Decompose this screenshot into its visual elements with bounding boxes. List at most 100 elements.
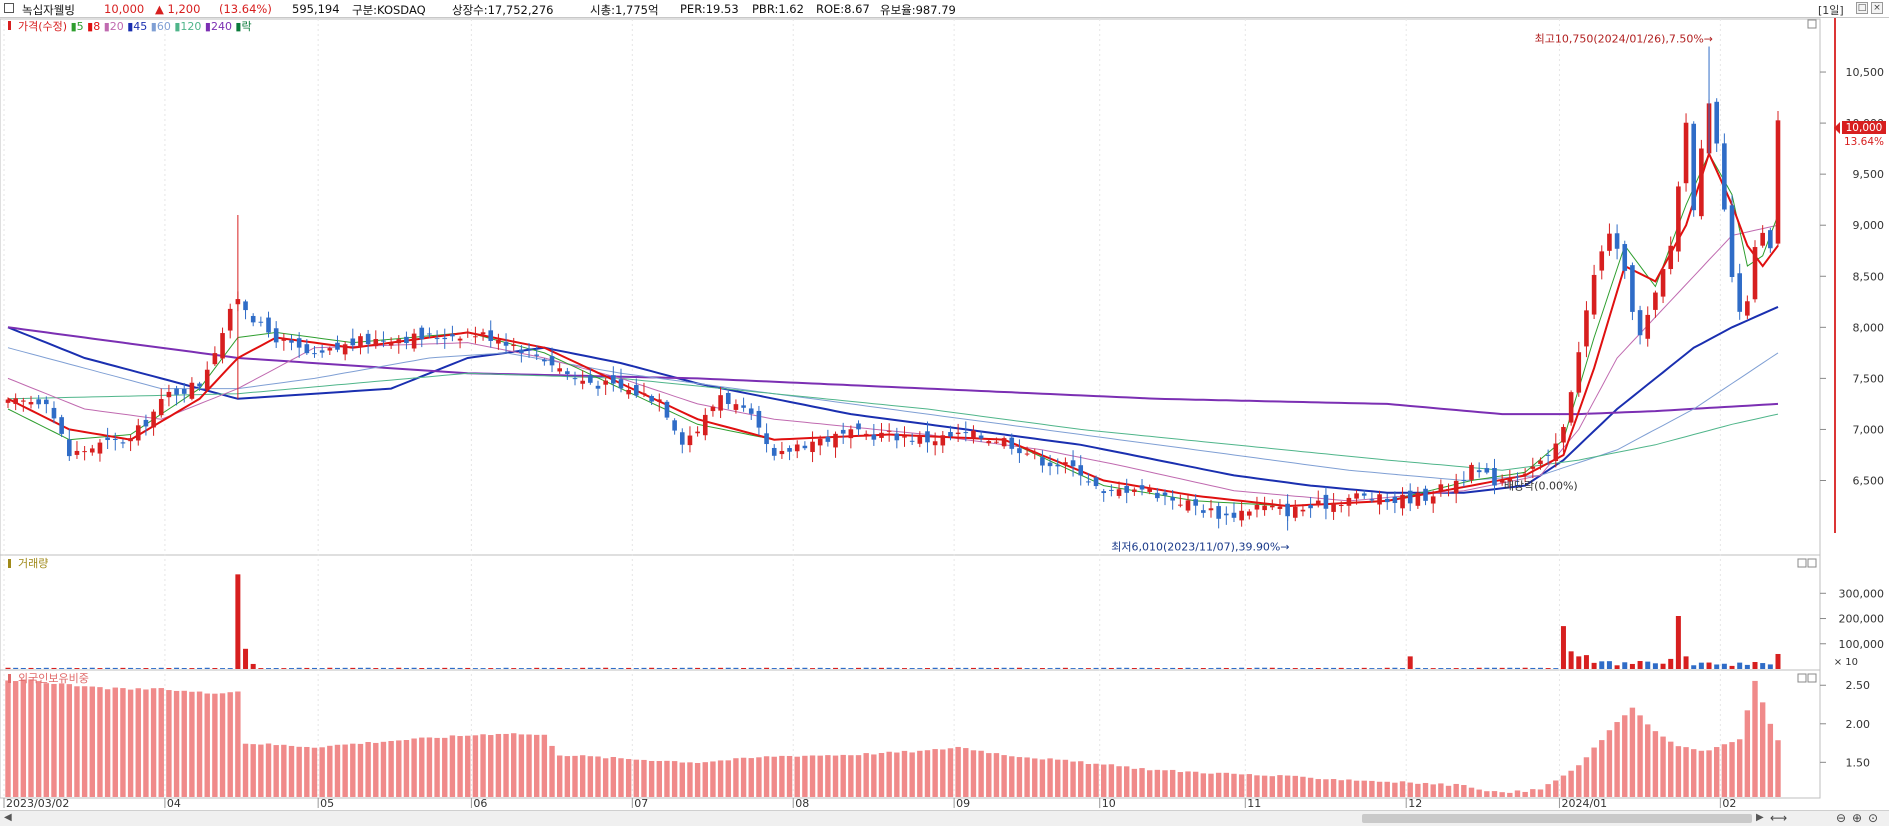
close-icon[interactable]: × (1871, 2, 1883, 14)
volume-bar (541, 667, 547, 669)
foreign-ratio-bar (1208, 773, 1214, 797)
panel-max-icon[interactable] (1807, 673, 1817, 683)
candle-body (120, 442, 126, 444)
foreign-ratio-bar (1009, 756, 1015, 797)
candle-body (1760, 232, 1765, 246)
scroll-left-icon[interactable]: ◀ (4, 812, 12, 823)
slider-icon[interactable]: ⟷ (1770, 811, 1788, 825)
horizontal-scrollbar[interactable]: ◀ ▶ ⟷ ⊖ ⊕ ⊙ (0, 810, 1889, 826)
legend-item: ▮240 (201, 20, 232, 33)
candle-body (557, 368, 562, 372)
zoom-out-icon[interactable]: ⊖ (1836, 811, 1847, 825)
foreign-ratio-bar (150, 688, 157, 797)
candle-body (189, 382, 195, 399)
volume-bar (1055, 667, 1061, 669)
foreign-ratio-bar (495, 733, 502, 797)
volume-bar (1162, 668, 1168, 669)
candle-body (840, 429, 846, 434)
candle-body (1660, 268, 1666, 297)
restore-icon[interactable]: □ (1856, 2, 1868, 14)
candle-body (1017, 448, 1022, 454)
candle-body (664, 401, 670, 418)
panel-max-icon[interactable] (1807, 19, 1817, 29)
volume-bar (1545, 668, 1551, 669)
foreign-ratio-bar (311, 747, 318, 797)
foreign-ratio-bar (840, 754, 846, 797)
select-checkbox[interactable] (4, 3, 14, 13)
zoom-in-icon[interactable]: ⊕ (1852, 811, 1863, 825)
foreign-ratio-bar (1284, 775, 1291, 797)
candle-body (978, 435, 984, 439)
candle-body (250, 315, 256, 323)
volume-bar (204, 667, 210, 669)
candle-body (626, 389, 631, 395)
foreign-ratio-bar (1522, 791, 1528, 797)
foreign-ratio-bar (534, 734, 540, 797)
foreign-ratio-bar (449, 735, 456, 797)
zoom-reset-icon[interactable]: ⊙ (1868, 811, 1879, 825)
candle-body (1262, 505, 1267, 511)
volume-bar (1223, 667, 1229, 669)
volume-bar (511, 668, 517, 669)
candle-body (1691, 123, 1697, 211)
volume-bar (947, 667, 953, 669)
candle-body (1009, 437, 1015, 449)
foreign-ratio-bar (1016, 757, 1023, 797)
volume-bar (1461, 668, 1467, 669)
roe-value: ROE:8.67 (816, 2, 870, 16)
foreign-ratio-bar (20, 679, 27, 797)
candle-body (1254, 504, 1260, 510)
price-change-pct: (13.64%) (219, 2, 272, 16)
period-selector[interactable]: [1일] (1818, 4, 1844, 17)
volume-bar (1300, 668, 1306, 669)
foreign-ratio-bar (878, 752, 885, 797)
candle-body (82, 451, 87, 453)
panel-min-icon[interactable] (1797, 673, 1807, 683)
foreign-ratio-bar (1392, 782, 1398, 797)
candle-body (1047, 462, 1053, 467)
legend-item: ▮45 (124, 20, 148, 33)
candle-body (289, 340, 294, 343)
candle-body (695, 431, 700, 434)
foreign-ratio-bar (1215, 772, 1222, 797)
panel-max-icon[interactable] (1807, 558, 1817, 568)
foreign-ratio-bar (1330, 779, 1337, 797)
foreign-ratio-bar (1085, 764, 1092, 797)
candle-body (197, 383, 202, 387)
volume-bar (66, 667, 72, 669)
volume-bar (1683, 656, 1689, 669)
foreign-ratio-bar (1246, 774, 1252, 797)
scroll-right-icon[interactable]: ▶ (1756, 812, 1764, 823)
scroll-thumb[interactable] (1362, 814, 1752, 823)
volume-bar (43, 667, 49, 669)
foreign-ratio-bar (434, 737, 440, 797)
stock-chart[interactable]: 10,500 10,000 9,500 9,000 8,500 8,000 7,500 7,0… (0, 18, 1889, 810)
candle-body (542, 359, 547, 362)
candle-body (1568, 392, 1574, 423)
foreign-ratio-bar (664, 760, 670, 797)
candle-body (656, 399, 662, 402)
candle-body (1093, 477, 1099, 487)
volume-bar (227, 668, 233, 669)
volume-bar (1254, 667, 1260, 669)
price-panel[interactable] (0, 18, 1821, 557)
volume-bar (365, 667, 371, 669)
volume-bars (5, 574, 1781, 669)
candle-body (1599, 251, 1605, 271)
volume-bar (526, 668, 532, 669)
volume-bar (1032, 667, 1038, 669)
volume-bar (1338, 667, 1344, 669)
foreign-ratio-bar (1736, 739, 1743, 797)
volume-bar (1522, 667, 1528, 669)
panel-min-icon[interactable] (1797, 558, 1807, 568)
volume-bar (1537, 667, 1543, 669)
volume-panel[interactable] (0, 554, 1821, 671)
current-pct-label: 13.64% (1844, 136, 1884, 148)
volume-bar (587, 667, 593, 669)
foreign-ratio-bar (5, 680, 11, 797)
candle-body (1101, 491, 1107, 494)
volume-bar (1185, 667, 1191, 669)
volume-bar (1331, 667, 1337, 669)
volume-bar (993, 667, 999, 669)
foreign-ratio-bar (97, 687, 103, 797)
